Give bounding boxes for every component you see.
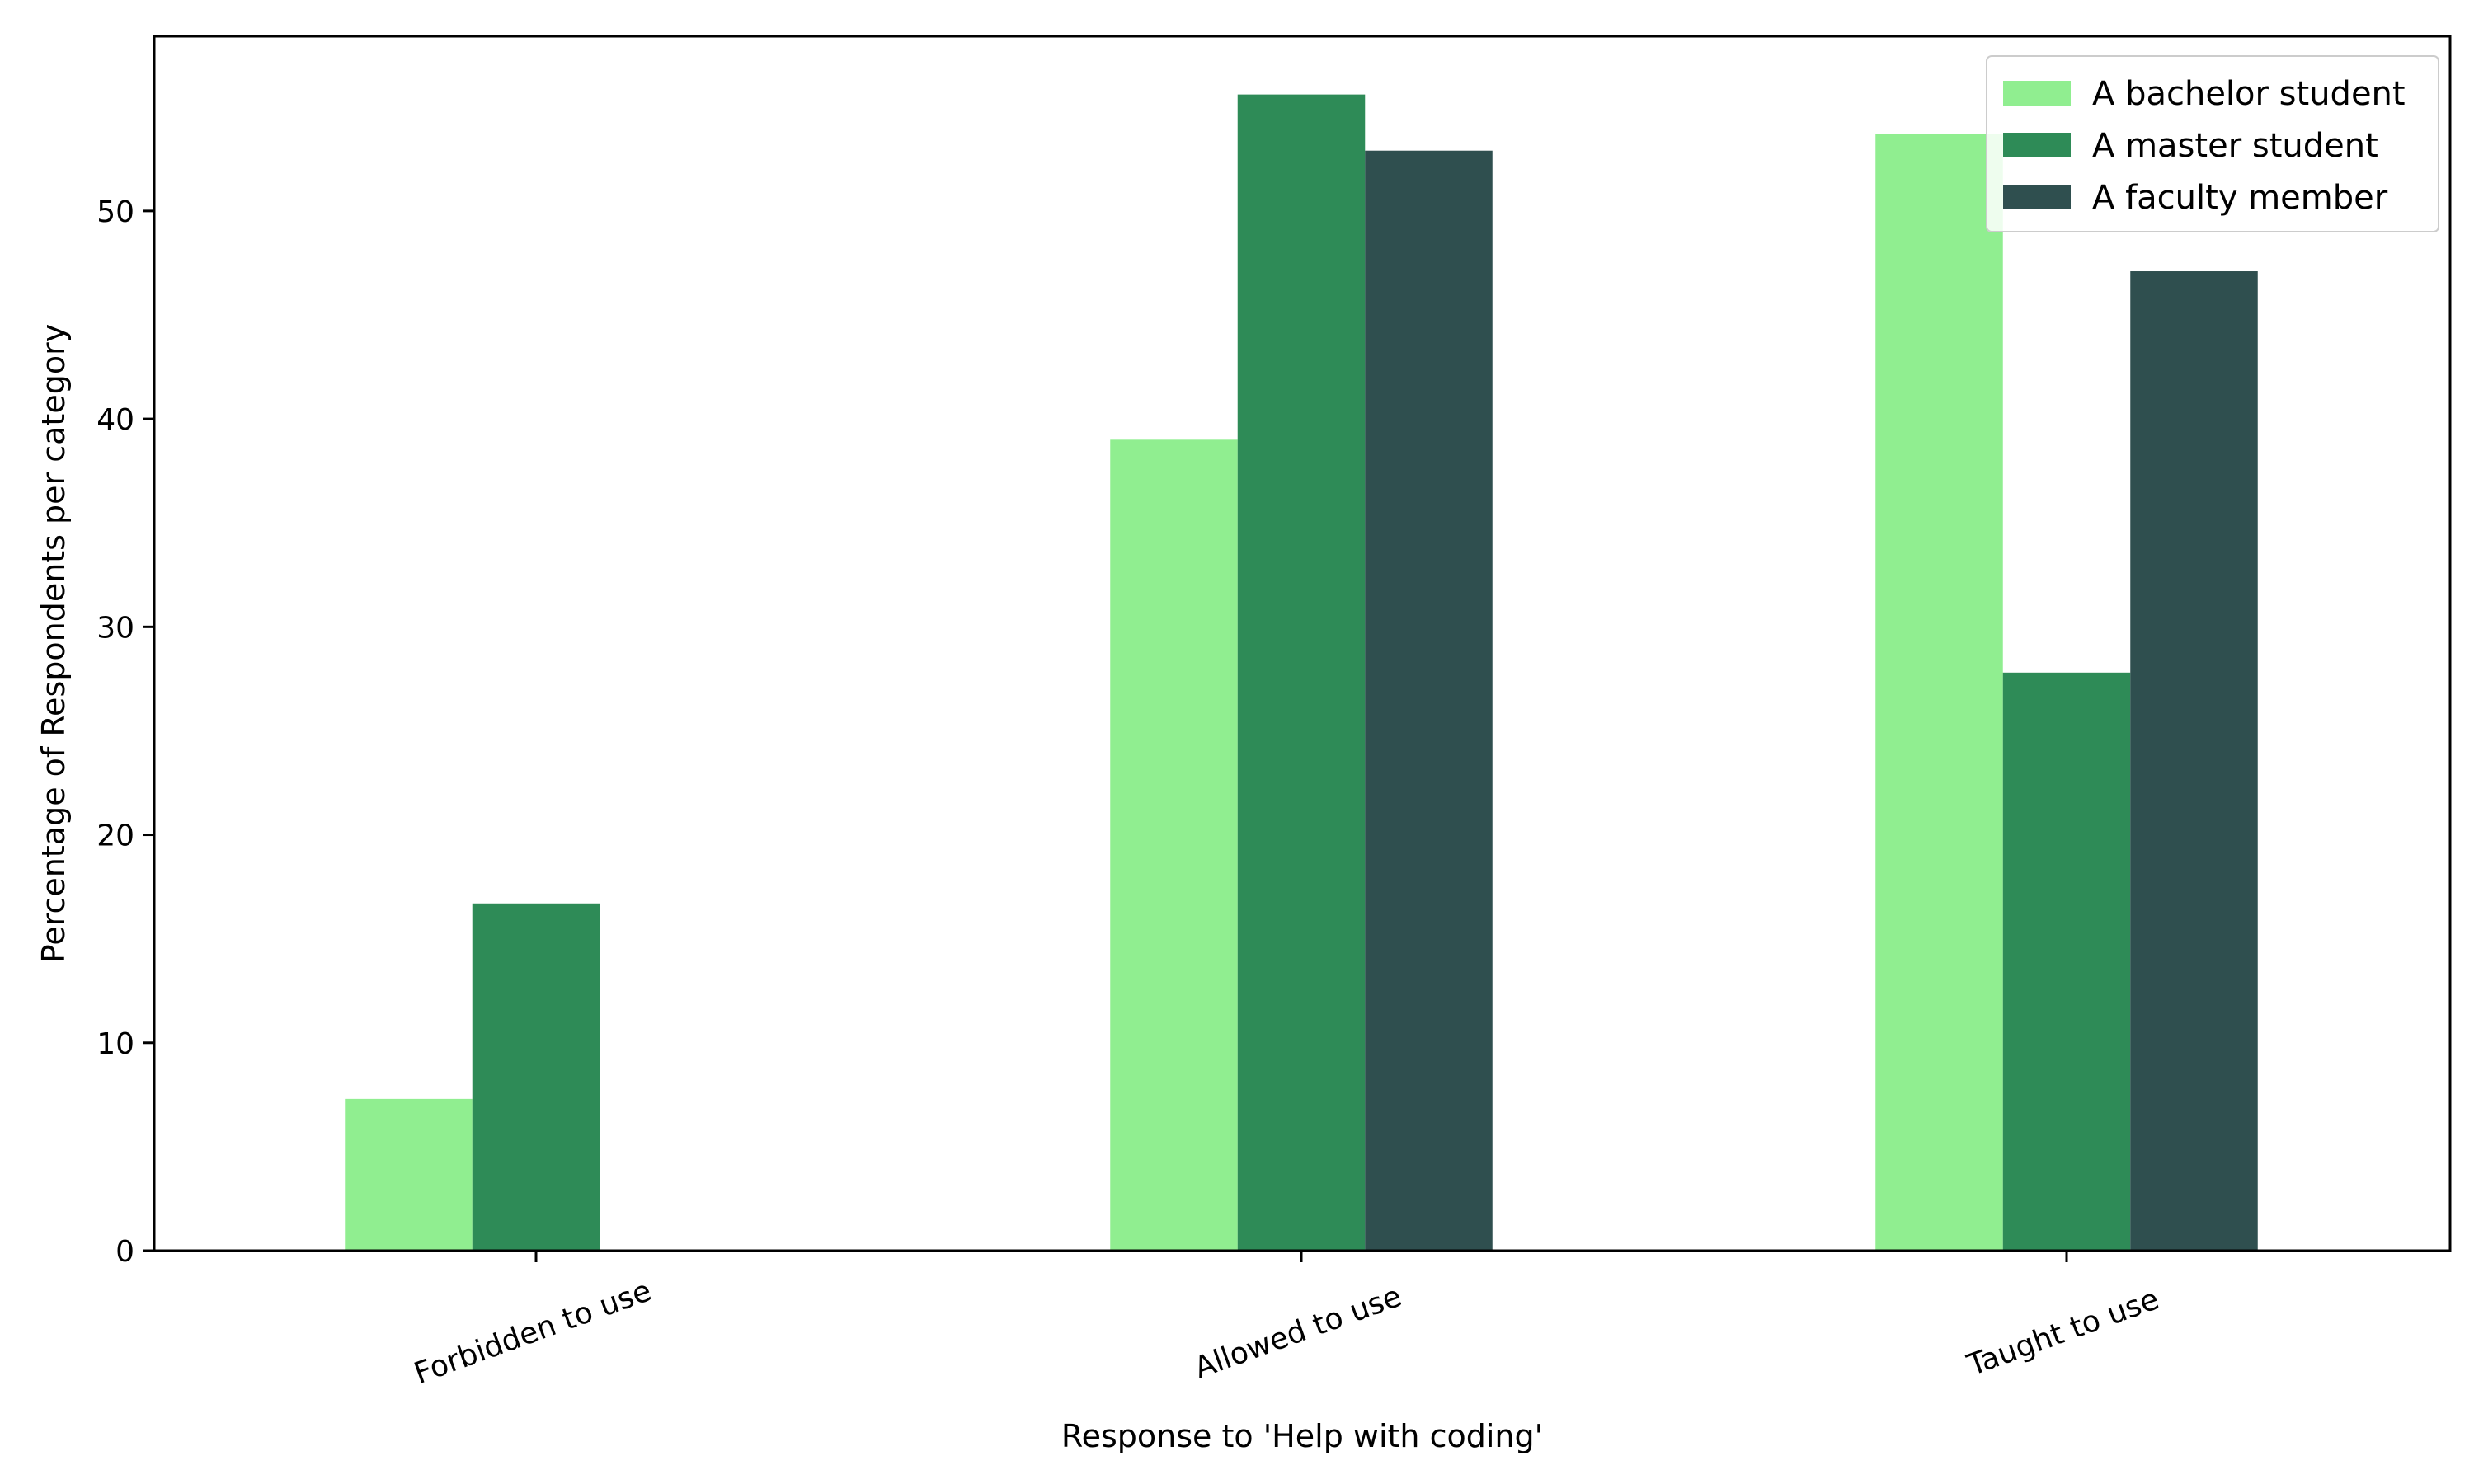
legend: A bachelor student A master student A facu… bbox=[1986, 55, 2439, 232]
bar-1-2 bbox=[1365, 150, 1493, 1251]
legend-box bbox=[1986, 55, 2439, 232]
x-tick-label-0: Forbidden to use bbox=[410, 1274, 656, 1391]
x-tick-label-2: Taught to use bbox=[1963, 1282, 2164, 1383]
bar-2-1 bbox=[2002, 672, 2131, 1251]
bar-1-0 bbox=[1110, 439, 1238, 1251]
y-tick-label-1: 10 bbox=[96, 1027, 134, 1061]
y-tick-label-5: 50 bbox=[96, 195, 134, 229]
bar-0-1 bbox=[472, 903, 600, 1251]
bars bbox=[345, 94, 2258, 1252]
plot-area bbox=[153, 35, 2452, 1252]
bar-0-0 bbox=[345, 1098, 473, 1251]
legend-label-1: A master student bbox=[2092, 127, 2378, 165]
y-tick-label-4: 40 bbox=[96, 403, 134, 437]
y-axis: 0 10 20 30 40 50 bbox=[96, 195, 154, 1269]
x-axis: Forbidden to use Allowed to use Taught to … bbox=[410, 1251, 2164, 1391]
bar-2-2 bbox=[2130, 271, 2258, 1252]
x-tick-label-1: Allowed to use bbox=[1190, 1280, 1406, 1386]
legend-label-0: A bachelor student bbox=[2092, 75, 2406, 113]
legend-label-2: A faculty member bbox=[2092, 179, 2388, 217]
y-tick-label-3: 30 bbox=[96, 611, 134, 645]
legend-swatch-2 bbox=[2003, 185, 2071, 209]
bar-1-1 bbox=[1237, 94, 1366, 1251]
bar-2-0 bbox=[1875, 134, 2003, 1251]
y-tick-label-0: 0 bbox=[115, 1235, 134, 1269]
y-axis-label: Percentage of Respondents per category bbox=[35, 324, 72, 963]
legend-swatch-0 bbox=[2003, 81, 2071, 106]
x-axis-label: Response to 'Help with coding' bbox=[1061, 1418, 1543, 1454]
y-tick-label-2: 20 bbox=[96, 819, 134, 853]
legend-swatch-1 bbox=[2003, 133, 2071, 157]
